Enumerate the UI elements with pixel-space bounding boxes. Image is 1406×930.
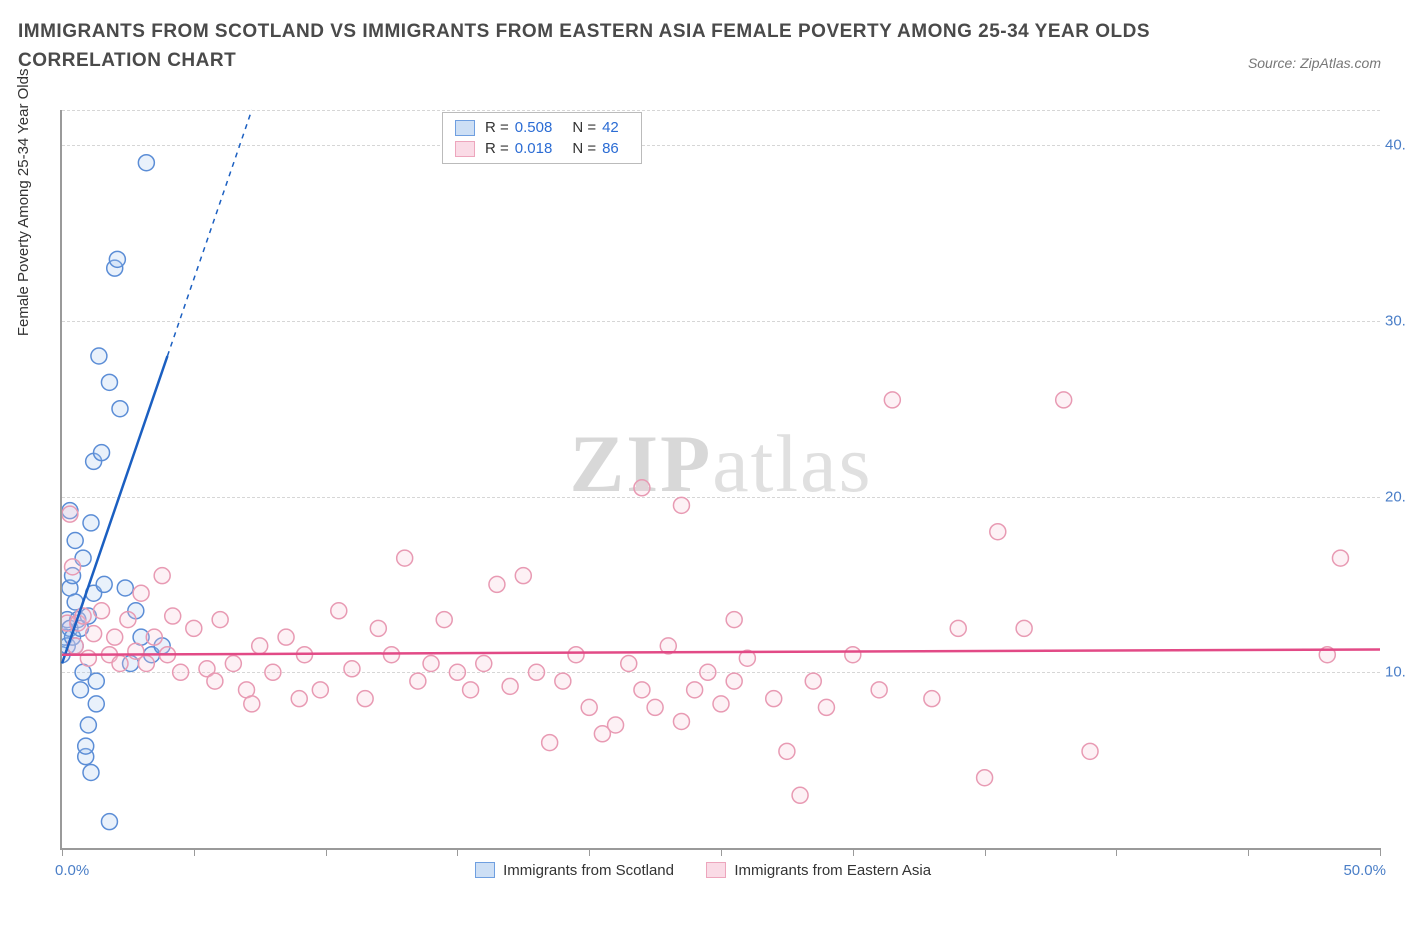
trend-layer — [62, 110, 1380, 848]
n-value: 86 — [602, 138, 619, 159]
x-tick — [1248, 848, 1249, 856]
series-legend: Immigrants from Scotland Immigrants from… — [0, 862, 1406, 879]
stats-row-scotland: R = 0.508 N = 42 — [455, 117, 629, 138]
source-attribution: Source: ZipAtlas.com — [1248, 55, 1381, 71]
x-tick — [853, 848, 854, 856]
x-tick — [194, 848, 195, 856]
y-tick-label: 10.0% — [1385, 664, 1406, 681]
x-tick — [62, 848, 63, 856]
legend-item-eastern-asia: Immigrants from Eastern Asia — [706, 862, 931, 879]
swatch-scotland — [455, 120, 475, 136]
x-tick — [1380, 848, 1381, 856]
plot-area: ZIPatlas R = 0.508 N = 42 R = 0.018 N = … — [60, 110, 1380, 850]
swatch-eastern-asia — [706, 862, 726, 878]
x-tick — [457, 848, 458, 856]
r-value: 0.018 — [515, 138, 553, 159]
legend-label: Immigrants from Scotland — [503, 862, 674, 879]
r-label: R = — [485, 117, 509, 138]
r-label: R = — [485, 138, 509, 159]
y-axis-label: Female Poverty Among 25-34 Year Olds — [15, 69, 32, 337]
stats-legend: R = 0.508 N = 42 R = 0.018 N = 86 — [442, 112, 642, 164]
x-tick — [589, 848, 590, 856]
x-tick — [1116, 848, 1117, 856]
x-tick — [326, 848, 327, 856]
n-label: N = — [572, 117, 596, 138]
stats-row-eastern-asia: R = 0.018 N = 86 — [455, 138, 629, 159]
n-label: N = — [572, 138, 596, 159]
y-tick-label: 20.0% — [1385, 488, 1406, 505]
r-value: 0.508 — [515, 117, 553, 138]
y-tick-label: 30.0% — [1385, 312, 1406, 329]
swatch-eastern-asia — [455, 141, 475, 157]
x-tick — [985, 848, 986, 856]
y-tick-label: 40.0% — [1385, 137, 1406, 154]
n-value: 42 — [602, 117, 619, 138]
legend-label: Immigrants from Eastern Asia — [734, 862, 931, 879]
legend-item-scotland: Immigrants from Scotland — [475, 862, 678, 879]
swatch-scotland — [475, 862, 495, 878]
chart-title: IMMIGRANTS FROM SCOTLAND VS IMMIGRANTS F… — [18, 18, 1256, 75]
x-tick — [721, 848, 722, 856]
